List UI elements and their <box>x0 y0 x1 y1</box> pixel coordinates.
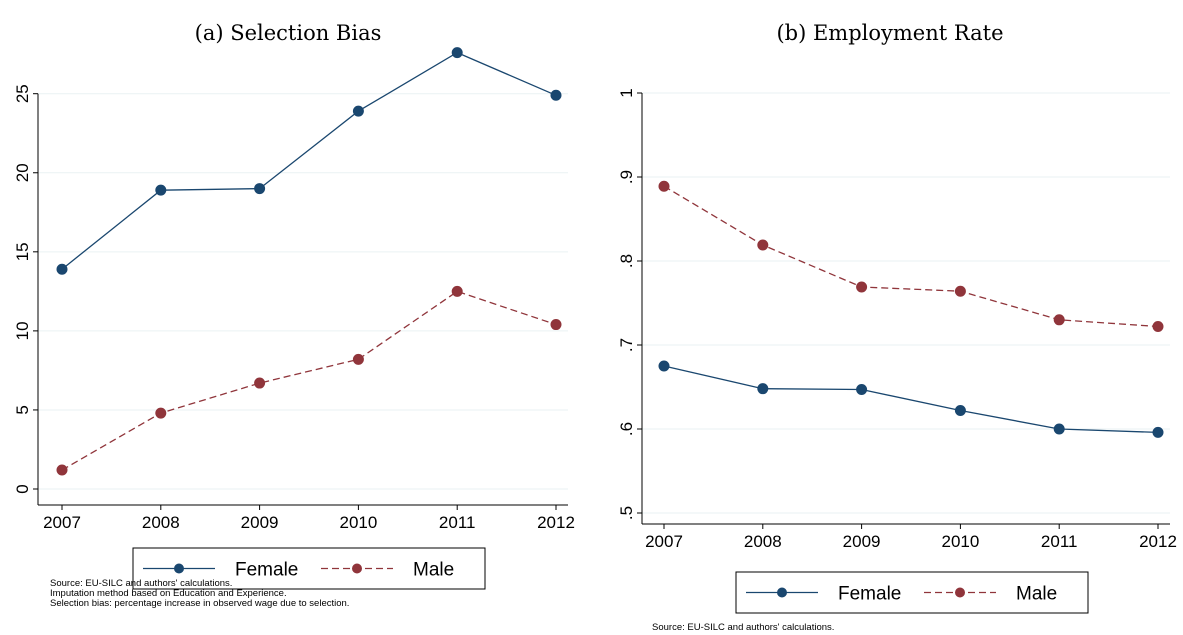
legend-marker-female <box>174 563 184 574</box>
y-tick-label: 1 <box>617 88 636 97</box>
data-point-female <box>451 47 463 59</box>
data-point-male <box>254 377 266 389</box>
data-point-male <box>155 407 167 419</box>
data-point-female <box>1053 423 1065 435</box>
x-tick-label: 2012 <box>1139 532 1177 551</box>
chart-title: (b) Employment Rate <box>776 21 1003 45</box>
data-point-female <box>954 405 966 417</box>
legend-label-female: Female <box>838 584 901 605</box>
x-tick-label: 2009 <box>241 513 279 532</box>
y-tick-label: .5 <box>617 506 636 520</box>
y-tick-label: .9 <box>617 170 636 184</box>
series-line-female <box>663 365 1159 434</box>
x-tick-label: 2007 <box>43 513 81 532</box>
chart-panel-2: (b) Employment Rate .5 .6 .7 .8 .9 1 2007 2008 20… <box>617 21 1177 633</box>
legend-marker-male <box>352 563 362 574</box>
chart-panel-1: (a) Selection Bias 0 5 10 15 20 25 2007 2008 2009… <box>13 21 575 609</box>
x-tick-label: 2008 <box>142 513 180 532</box>
chart-title: (a) Selection Bias <box>195 21 382 45</box>
data-point-female <box>550 89 562 101</box>
y-tick-label: .8 <box>617 254 636 268</box>
x-tick-label: 2011 <box>439 513 476 532</box>
data-point-female <box>856 384 868 396</box>
y-tick-label: 10 <box>13 321 32 340</box>
y-tick-label: 0 <box>13 484 32 493</box>
data-point-male <box>1053 314 1065 326</box>
x-tick-label: 2011 <box>1041 532 1078 551</box>
data-point-male <box>352 353 364 365</box>
x-tick-label: 2012 <box>537 513 575 532</box>
data-point-female <box>254 183 266 195</box>
data-point-male <box>856 281 868 293</box>
data-point-female <box>1152 426 1164 438</box>
legend-label-female: Female <box>235 560 298 581</box>
y-tick-label: 5 <box>13 405 32 414</box>
data-point-male <box>1152 321 1164 333</box>
y-tick-label: 25 <box>13 84 32 103</box>
y-tick-label: .7 <box>617 338 636 352</box>
data-point-male <box>757 239 769 251</box>
series-line-male <box>61 290 557 471</box>
x-tick-label: 2010 <box>941 532 979 551</box>
data-point-female <box>352 105 364 117</box>
data-point-female <box>658 360 670 372</box>
y-tick-label: .6 <box>617 422 636 436</box>
source-note: Source: EU-SILC and authors' calculation… <box>50 578 232 589</box>
source-note: Imputation method based on Education and… <box>50 588 287 599</box>
legend-label-male: Male <box>1016 584 1057 605</box>
x-tick-label: 2010 <box>339 513 377 532</box>
data-point-male <box>451 285 463 297</box>
source-note: Selection bias: percentage increase in o… <box>50 598 349 609</box>
y-tick-label: 15 <box>13 242 32 261</box>
data-point-male <box>658 180 670 192</box>
legend-marker-male <box>955 587 965 598</box>
x-tick-label: 2008 <box>744 532 782 551</box>
data-point-male <box>550 319 562 331</box>
data-point-male <box>56 464 68 476</box>
series-line-female <box>61 51 557 270</box>
legend-label-male: Male <box>413 560 454 581</box>
legend-marker-female <box>777 587 787 598</box>
x-tick-label: 2007 <box>645 532 683 551</box>
source-note: Source: EU-SILC and authors' calculation… <box>652 622 834 633</box>
data-point-female <box>56 263 68 275</box>
data-point-male <box>954 285 966 297</box>
series-line-male <box>663 185 1159 328</box>
data-point-female <box>155 184 167 196</box>
data-point-female <box>757 383 769 395</box>
x-tick-label: 2009 <box>843 532 881 551</box>
y-tick-label: 20 <box>13 163 32 182</box>
